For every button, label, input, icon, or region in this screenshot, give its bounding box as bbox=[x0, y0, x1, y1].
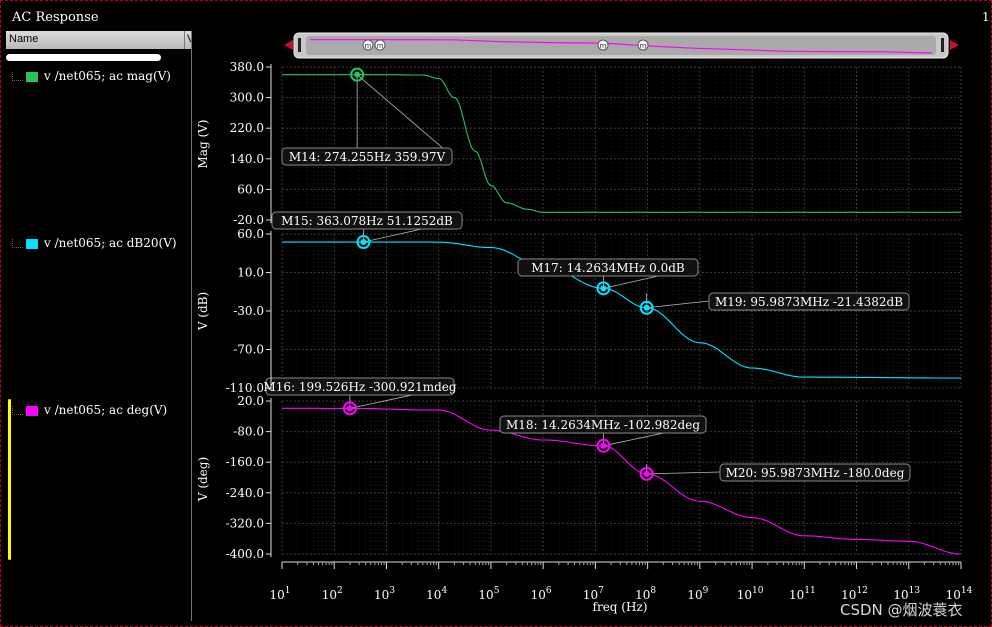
tree-connector-icon bbox=[12, 406, 23, 415]
trace-label-mag: v /net065; ac mag(V) bbox=[44, 69, 171, 83]
window-title: AC Response bbox=[12, 10, 99, 25]
trace-label-deg: v /net065; ac deg(V) bbox=[44, 403, 168, 417]
trace-item-mag[interactable]: v /net065; ac mag(V) bbox=[12, 69, 171, 83]
marker-ring[interactable] bbox=[350, 67, 365, 82]
y-tick-label: -20.0 bbox=[233, 213, 264, 227]
overview-marker-icon[interactable] bbox=[374, 39, 386, 51]
overview-right-arrow-icon[interactable] bbox=[950, 40, 959, 50]
y-tick-label: 380.0 bbox=[230, 60, 264, 74]
y-tick-label: 220.0 bbox=[230, 121, 264, 135]
y-tick-label: 10.0 bbox=[237, 266, 264, 280]
overview-marker-icon[interactable] bbox=[362, 39, 374, 51]
horizontal-scrollbar[interactable] bbox=[6, 54, 161, 61]
y-tick-label: -30.0 bbox=[233, 304, 264, 318]
trace-item-deg[interactable]: v /net065; ac deg(V) bbox=[12, 403, 167, 417]
value-header-label: V bbox=[187, 33, 194, 45]
marker-label-box[interactable] bbox=[719, 463, 911, 482]
name-panel: Name V v /net065; ac mag(V) v /net065; a… bbox=[6, 31, 194, 621]
marker-label: M16: 199.526Hz -300.921mdeg bbox=[263, 380, 456, 394]
swatch-db bbox=[26, 238, 38, 249]
overview-left-arrow-icon[interactable] bbox=[284, 40, 293, 50]
name-column-header[interactable]: Name V bbox=[6, 31, 194, 49]
overview-marker-glyph: m bbox=[377, 42, 384, 50]
column-separator[interactable] bbox=[184, 31, 185, 49]
tree-connector-icon bbox=[12, 72, 23, 81]
marker-label: M14: 274.255Hz 359.97V bbox=[289, 150, 446, 164]
series-line bbox=[282, 74, 961, 213]
tree-connector-icon bbox=[12, 239, 23, 248]
x-tick-label: 103 bbox=[374, 586, 395, 602]
marker-ring[interactable] bbox=[639, 300, 654, 315]
trace-item-db[interactable]: v /net065; ac dB20(V) bbox=[12, 236, 177, 250]
y-tick-label: -320.0 bbox=[226, 516, 264, 530]
x-tick-label: 1010 bbox=[737, 586, 764, 602]
overview-marker-icon[interactable] bbox=[597, 39, 609, 51]
y-tick-label: -80.0 bbox=[233, 425, 264, 439]
overview-marker-icon[interactable] bbox=[637, 39, 649, 51]
marker-label: M19: 95.9873MHz -21.4382dB bbox=[715, 295, 903, 309]
overview-marker-glyph: m bbox=[640, 42, 647, 50]
marker-ring[interactable] bbox=[356, 235, 371, 250]
marker-leader bbox=[356, 74, 453, 157]
x-tick-label: 101 bbox=[269, 586, 290, 602]
x-tick-label: 102 bbox=[322, 586, 343, 602]
marker-label-box[interactable] bbox=[281, 147, 453, 166]
watermark: CSDN @烟波蓑衣 bbox=[840, 601, 963, 619]
marker-label-box[interactable] bbox=[499, 415, 707, 434]
marker-dot bbox=[360, 239, 367, 246]
marker-ring[interactable] bbox=[639, 466, 654, 481]
marker-label: M15: 363.078Hz 51.1252dB bbox=[281, 214, 453, 228]
panel-divider[interactable] bbox=[191, 31, 192, 621]
x-tick-label: 104 bbox=[426, 586, 447, 602]
marker-ring[interactable] bbox=[342, 401, 357, 416]
x-tick-label: 109 bbox=[687, 586, 708, 602]
trace-label-db: v /net065; ac dB20(V) bbox=[44, 236, 177, 250]
y-tick-label: 60.0 bbox=[237, 227, 264, 241]
y-tick-label: 140.0 bbox=[230, 152, 264, 166]
marker-dot bbox=[600, 285, 607, 292]
marker-label: M20: 95.9873MHz -180.0deg bbox=[726, 466, 905, 480]
marker-dot bbox=[346, 405, 353, 412]
x-axis-label: freq (Hz) bbox=[593, 600, 648, 614]
selection-indicator bbox=[8, 399, 11, 560]
x-tick-label: 1011 bbox=[789, 586, 816, 602]
y-tick-label: -240.0 bbox=[226, 486, 264, 500]
y-tick-label: -110.0 bbox=[226, 381, 264, 395]
marker-leader bbox=[646, 300, 710, 309]
swatch-mag bbox=[26, 71, 38, 82]
corner-label: 1 bbox=[982, 10, 990, 24]
y-tick-label: 60.0 bbox=[237, 182, 264, 196]
marker-dot bbox=[643, 304, 650, 311]
marker-dot bbox=[354, 71, 361, 78]
y-axis-label: V (dB) bbox=[196, 292, 210, 331]
y-tick-label: -400.0 bbox=[226, 547, 264, 561]
y-axis-label: Mag (V) bbox=[196, 120, 210, 169]
y-axis-label: V (deg) bbox=[196, 457, 210, 502]
marker-label-box[interactable] bbox=[708, 292, 910, 311]
marker-dot bbox=[643, 470, 650, 477]
overview-marker-glyph: m bbox=[365, 42, 372, 50]
overview-left-handle[interactable] bbox=[298, 38, 301, 52]
overview-marker-glyph: m bbox=[600, 42, 607, 50]
marker-label-box[interactable] bbox=[265, 377, 455, 396]
y-tick-label: 300.0 bbox=[230, 91, 264, 105]
marker-leader bbox=[646, 471, 721, 475]
y-tick-label: -70.0 bbox=[233, 343, 264, 357]
marker-label: M18: 14.2634MHz -102.982deg bbox=[506, 418, 700, 432]
marker-label: M17: 14.2634MHz 0.0dB bbox=[531, 261, 685, 275]
x-tick-label: 106 bbox=[531, 586, 552, 602]
overview-right-handle[interactable] bbox=[941, 38, 944, 52]
marker-ring[interactable] bbox=[596, 281, 611, 296]
swatch-deg bbox=[26, 405, 38, 416]
marker-label-box[interactable] bbox=[271, 211, 463, 230]
x-tick-label: 105 bbox=[478, 586, 499, 602]
y-tick-label: 20.0 bbox=[237, 394, 264, 408]
marker-dot bbox=[600, 442, 607, 449]
marker-ring[interactable] bbox=[596, 438, 611, 453]
name-header-label: Name bbox=[9, 33, 39, 45]
marker-label-box[interactable] bbox=[517, 258, 699, 277]
y-tick-label: -160.0 bbox=[226, 455, 264, 469]
